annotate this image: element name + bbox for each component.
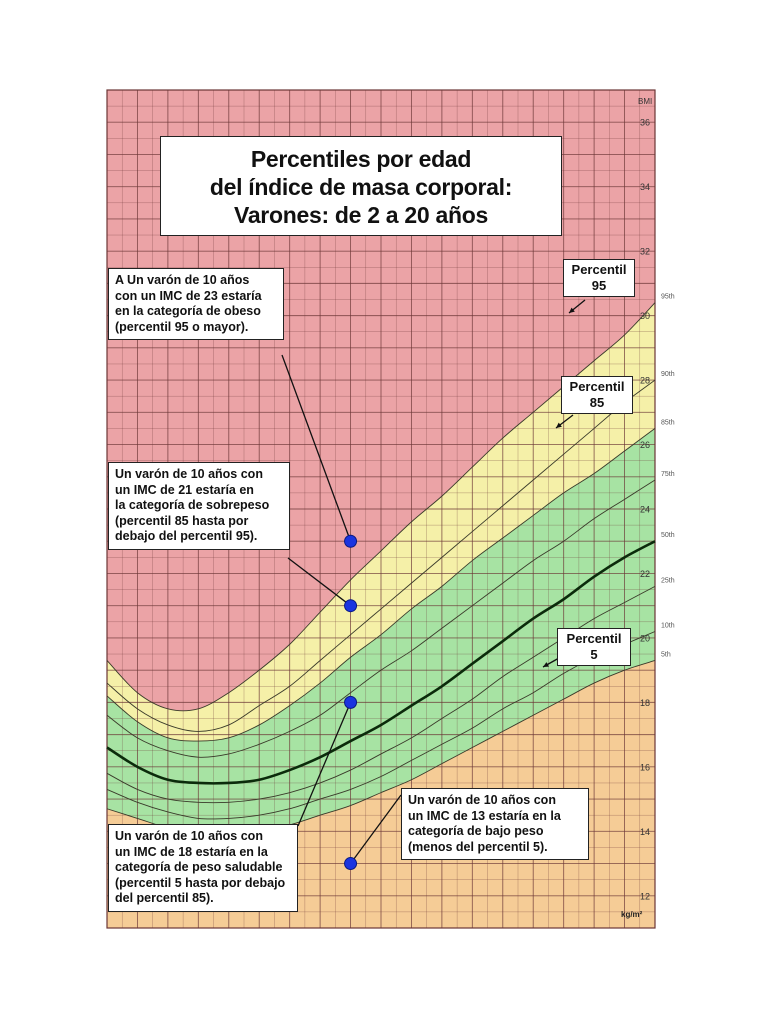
y-tick-label: 18 <box>640 698 650 708</box>
callout-obese: A Un varón de 10 años con un IMC de 23 e… <box>108 268 284 340</box>
curve-label-5th: 5th <box>661 651 671 658</box>
percentile-85-label: Percentil 85 <box>561 376 633 414</box>
leader-obese <box>281 354 352 542</box>
example-point-3 <box>344 857 358 871</box>
example-point-0 <box>344 534 358 548</box>
curve-label-75th: 75th <box>661 471 675 478</box>
y-axis-title: BMI <box>638 97 652 106</box>
title-line-2: del índice de masa corporal: <box>209 174 513 200</box>
y-tick-label: 34 <box>640 182 650 192</box>
leader-underweight <box>350 794 402 864</box>
y-tick-label: 30 <box>640 311 650 321</box>
curve-label-50th: 50th <box>661 532 675 539</box>
percentile-95-label: Percentil 95 <box>563 259 635 297</box>
curve-label-10th: 10th <box>661 622 675 629</box>
curve-label-90th: 90th <box>661 371 675 378</box>
callout-healthy: Un varón de 10 años con un IMC de 18 est… <box>108 824 298 912</box>
y-tick-label: 28 <box>640 376 650 386</box>
y-tick-label: 16 <box>640 762 650 772</box>
example-point-1 <box>344 599 358 613</box>
curve-label-25th: 25th <box>661 577 675 584</box>
percentile-95-number: 95 <box>591 278 607 293</box>
curve-50th <box>106 540 656 785</box>
arrow-5-head <box>543 662 549 667</box>
curve-10th <box>106 631 656 820</box>
arrow-95-head <box>569 307 575 313</box>
percentile-95-word: Percentil <box>571 262 627 277</box>
callout-underweight: Un varón de 10 años con un IMC de 13 est… <box>401 788 589 860</box>
percentile-5-number: 5 <box>590 647 598 662</box>
y-tick-label: 26 <box>640 440 650 450</box>
example-points <box>344 534 358 871</box>
curve-label-95th: 95th <box>661 294 675 301</box>
percentile-5-word: Percentil <box>566 631 622 646</box>
title-line-3: Varones: de 2 a 20 años <box>234 202 488 228</box>
y-axis: BMI 12 14 16 18 20 22 24 26 28 30 32 34 36 kg/m² <box>621 97 652 919</box>
y-tick-label: 12 <box>640 891 650 901</box>
title-line-1: Percentiles por edad <box>250 146 472 172</box>
percentile-85-word: Percentil <box>569 379 625 394</box>
y-tick-label: 20 <box>640 633 650 643</box>
leader-overweight <box>287 557 351 607</box>
example-point-2 <box>344 695 358 709</box>
y-axis-unit: kg/m² <box>621 910 643 919</box>
y-tick-label: 36 <box>640 118 650 128</box>
arrow-85-head <box>556 422 562 428</box>
percentile-85-number: 85 <box>589 395 605 410</box>
y-tick-label: 24 <box>640 505 650 515</box>
y-tick-label: 14 <box>640 827 650 837</box>
percentile-curves <box>106 302 656 836</box>
callout-overweight: Un varón de 10 años con un IMC de 21 est… <box>108 462 290 550</box>
callout-leaders <box>281 299 586 864</box>
curve-85th <box>106 428 656 742</box>
leader-healthy <box>297 702 352 827</box>
y-tick-label: 22 <box>640 569 650 579</box>
percentile-5-label: Percentil 5 <box>557 628 631 666</box>
y-tick-label: 32 <box>640 247 650 257</box>
curve-90th <box>106 379 656 732</box>
plot-frame <box>106 89 656 929</box>
chart-title: Percentiles por edad del índice de masa … <box>160 136 562 236</box>
curve-label-85th: 85th <box>661 419 675 426</box>
percentile-curve-labels: 95th 90th 85th 75th 50th 25th 10th 5th <box>661 294 675 659</box>
curve-75th <box>106 479 656 758</box>
